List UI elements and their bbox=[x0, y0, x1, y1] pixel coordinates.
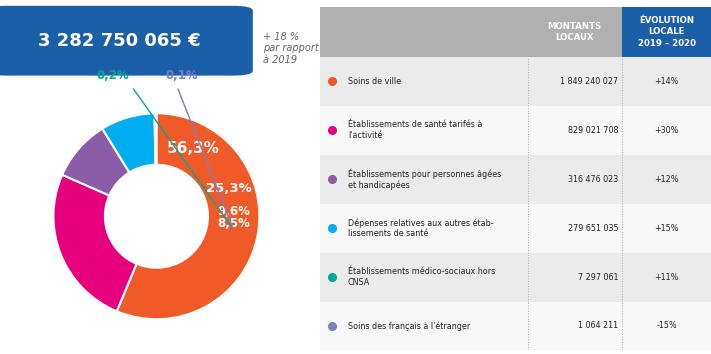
Text: Soins des français à l'étranger: Soins des français à l'étranger bbox=[348, 321, 470, 331]
Wedge shape bbox=[53, 175, 137, 311]
Bar bbox=[622, 7, 711, 57]
Wedge shape bbox=[154, 113, 156, 165]
Text: + 18 %
par rapport
à 2019: + 18 % par rapport à 2019 bbox=[263, 32, 319, 65]
Text: +12%: +12% bbox=[654, 175, 679, 184]
Text: Établissements de santé tarifés à
l'activité: Établissements de santé tarifés à l'acti… bbox=[348, 120, 482, 140]
Bar bbox=[321, 204, 711, 253]
Text: 0,1%: 0,1% bbox=[166, 69, 198, 82]
FancyBboxPatch shape bbox=[0, 6, 253, 76]
Text: +15%: +15% bbox=[654, 224, 679, 233]
Text: MONTANTS
LOCAUX: MONTANTS LOCAUX bbox=[547, 22, 602, 42]
Bar bbox=[321, 106, 711, 155]
Bar bbox=[321, 155, 711, 204]
Text: Établissements pour personnes âgées
et handicapées: Établissements pour personnes âgées et h… bbox=[348, 168, 501, 190]
Text: ÉVOLUTION
LOCALE
2019 – 2020: ÉVOLUTION LOCALE 2019 – 2020 bbox=[638, 16, 695, 47]
Text: 1 064 211: 1 064 211 bbox=[578, 321, 619, 331]
Text: 25,3%: 25,3% bbox=[205, 182, 252, 195]
Bar bbox=[321, 7, 622, 57]
Text: 56,3%: 56,3% bbox=[166, 141, 219, 156]
Bar bbox=[321, 57, 711, 106]
Text: 1 849 240 027: 1 849 240 027 bbox=[560, 77, 619, 86]
Text: 316 476 023: 316 476 023 bbox=[568, 175, 619, 184]
Text: +11%: +11% bbox=[654, 273, 679, 281]
Text: 0,2%: 0,2% bbox=[97, 69, 129, 82]
Text: Établissements médico-sociaux hors
CNSA: Établissements médico-sociaux hors CNSA bbox=[348, 267, 496, 287]
Wedge shape bbox=[62, 129, 129, 195]
Bar bbox=[321, 253, 711, 302]
Text: 7 297 061: 7 297 061 bbox=[578, 273, 619, 281]
Text: 279 651 035: 279 651 035 bbox=[567, 224, 619, 233]
Circle shape bbox=[105, 165, 208, 268]
Wedge shape bbox=[117, 113, 260, 319]
Text: Soins de ville: Soins de ville bbox=[348, 77, 401, 86]
Text: 9,6%: 9,6% bbox=[217, 205, 250, 218]
Text: Dépenses relatives aux autres étab-
lissements de santé: Dépenses relatives aux autres étab- liss… bbox=[348, 218, 493, 238]
Text: 8,5%: 8,5% bbox=[217, 217, 250, 230]
Wedge shape bbox=[102, 113, 156, 172]
Text: +30%: +30% bbox=[654, 126, 679, 135]
Text: 829 021 708: 829 021 708 bbox=[568, 126, 619, 135]
Text: +14%: +14% bbox=[654, 77, 679, 86]
Bar bbox=[321, 302, 711, 350]
Text: -15%: -15% bbox=[656, 321, 677, 331]
Text: 3 282 750 065 €: 3 282 750 065 € bbox=[38, 32, 201, 50]
